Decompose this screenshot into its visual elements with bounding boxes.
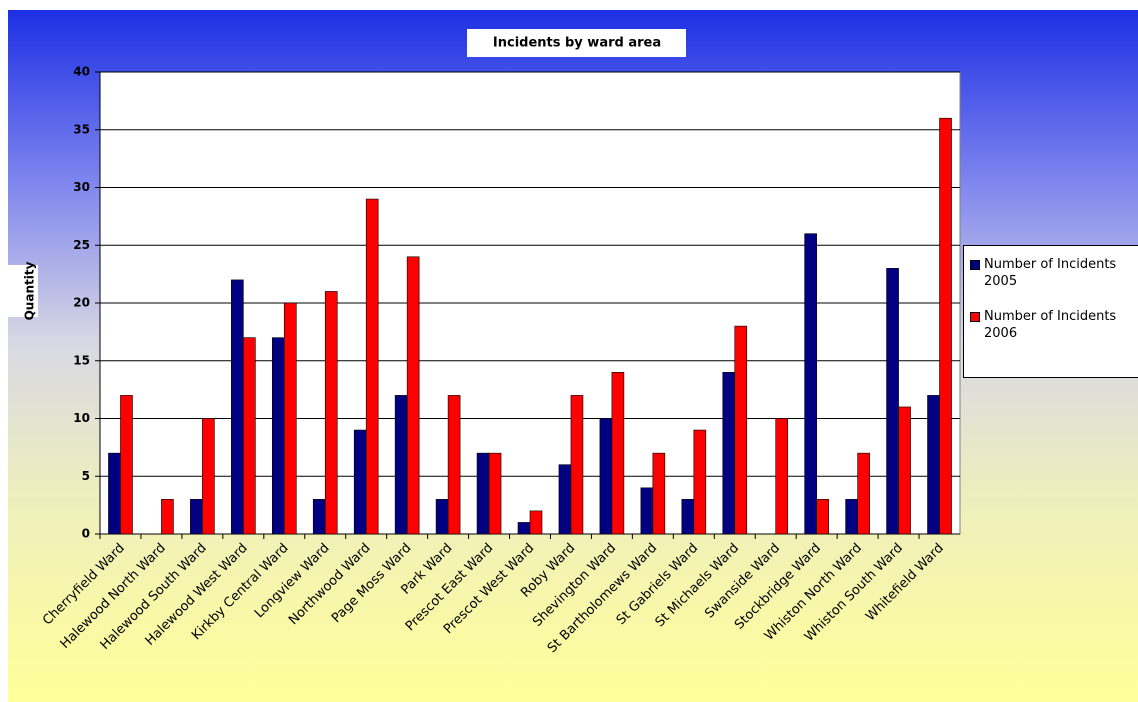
y-tick-label: 0 xyxy=(82,527,90,541)
bar xyxy=(283,302,297,535)
bar xyxy=(435,499,449,535)
bar xyxy=(734,325,748,535)
bar xyxy=(365,198,379,535)
bar xyxy=(804,233,817,535)
bar xyxy=(681,499,695,535)
bar xyxy=(775,418,789,535)
legend-item: Number of Incidents 2005 xyxy=(970,256,1138,290)
bar xyxy=(353,429,367,535)
bar xyxy=(570,395,584,535)
y-tick-label: 15 xyxy=(73,353,90,367)
bar xyxy=(693,429,707,535)
bar xyxy=(529,510,543,535)
bar xyxy=(939,117,952,535)
bar xyxy=(599,418,613,535)
bar xyxy=(845,499,858,535)
bar xyxy=(231,279,244,535)
bar xyxy=(652,452,666,535)
y-tick-label: 25 xyxy=(73,238,90,252)
y-axis-label: Quantity xyxy=(23,261,37,320)
bar xyxy=(324,291,338,535)
bar xyxy=(161,499,174,535)
bar xyxy=(190,499,203,535)
y-tick-label: 30 xyxy=(73,180,90,194)
bar xyxy=(886,268,899,535)
bar xyxy=(312,499,326,535)
bar xyxy=(898,406,911,535)
bar xyxy=(488,452,502,535)
y-tick-label: 20 xyxy=(73,296,90,310)
legend-swatch xyxy=(970,260,980,270)
x-tick-label: Swanside Ward xyxy=(702,541,783,622)
legend-swatch xyxy=(970,312,980,322)
legend-label: Number of Incidents 2005 xyxy=(984,257,1117,289)
bar xyxy=(406,256,420,535)
y-tick-label: 5 xyxy=(82,469,90,483)
bar xyxy=(202,418,215,535)
bar xyxy=(517,522,531,535)
legend-label: Number of Incidents 2006 xyxy=(984,309,1117,341)
bar xyxy=(722,371,736,535)
bar xyxy=(108,452,121,535)
chart-title: Incidents by ward area xyxy=(493,36,661,51)
bar xyxy=(558,464,572,535)
bar xyxy=(394,395,408,535)
y-tick-label: 40 xyxy=(73,65,90,79)
y-tick-label: 35 xyxy=(73,122,90,136)
bar xyxy=(447,395,461,535)
bar xyxy=(611,371,625,535)
bar xyxy=(857,452,870,535)
y-label-box xyxy=(8,265,38,317)
bar xyxy=(476,452,490,535)
bar xyxy=(927,395,940,535)
bar xyxy=(243,337,256,535)
y-tick-label: 10 xyxy=(73,411,90,425)
bar xyxy=(640,487,654,535)
legend: Number of Incidents 2005 Number of Incide… xyxy=(963,245,1138,378)
bar xyxy=(271,337,285,535)
x-tick-label: Longview Ward xyxy=(252,541,333,622)
legend-item: Number of Incidents 2006 xyxy=(970,308,1138,342)
bar xyxy=(120,395,133,535)
x-tick-label: Whitefield Ward xyxy=(863,541,947,625)
bar xyxy=(816,499,829,535)
title-box xyxy=(467,29,686,57)
